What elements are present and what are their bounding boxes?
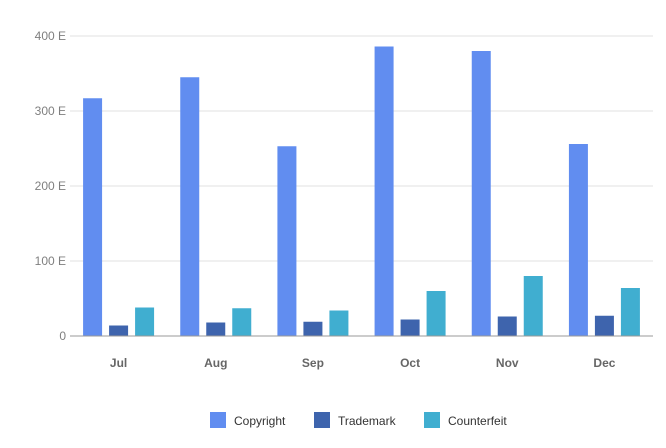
bar-counterfeit-aug[interactable] xyxy=(232,308,252,336)
bars xyxy=(83,46,640,337)
y-tick-label: 100 E xyxy=(35,254,66,268)
x-tick-label: Nov xyxy=(496,356,519,370)
bar-trademark-jul[interactable] xyxy=(109,325,129,337)
legend-swatch-trademark[interactable] xyxy=(314,412,330,428)
x-tick-label: Aug xyxy=(204,356,227,370)
bar-counterfeit-oct[interactable] xyxy=(426,291,446,336)
legend: Copyright Trademark Counterfeit xyxy=(210,412,507,428)
x-tick-label: Sep xyxy=(302,356,324,370)
bar-counterfeit-dec[interactable] xyxy=(620,288,640,336)
axes: 0 100 E 200 E 300 E 400 E Jul Aug Sep Oct Nov Dec xyxy=(35,29,653,370)
bar-trademark-nov[interactable] xyxy=(497,316,517,337)
legend-swatch-copyright[interactable] xyxy=(210,412,226,428)
bar-copyright-dec[interactable] xyxy=(568,144,588,336)
bar-copyright-jul[interactable] xyxy=(83,98,103,336)
x-tick-label: Jul xyxy=(110,356,127,370)
y-tick-label: 300 E xyxy=(35,104,66,118)
legend-label-trademark[interactable]: Trademark xyxy=(338,414,397,428)
bar-copyright-aug[interactable] xyxy=(180,77,200,336)
x-tick-label: Dec xyxy=(593,356,615,370)
bar-copyright-oct[interactable] xyxy=(374,46,394,337)
bar-copyright-sep[interactable] xyxy=(277,146,297,336)
y-tick-label: 400 E xyxy=(35,29,66,43)
bar-copyright-nov[interactable] xyxy=(471,51,491,336)
bar-counterfeit-jul[interactable] xyxy=(135,307,155,337)
bar-trademark-dec[interactable] xyxy=(594,315,614,336)
bar-trademark-oct[interactable] xyxy=(400,319,420,337)
bar-trademark-sep[interactable] xyxy=(303,321,323,336)
legend-label-counterfeit[interactable]: Counterfeit xyxy=(448,414,507,428)
y-tick-label: 200 E xyxy=(35,179,66,193)
gridlines xyxy=(70,35,653,262)
bar-counterfeit-nov[interactable] xyxy=(523,276,543,336)
legend-swatch-counterfeit[interactable] xyxy=(424,412,440,428)
x-tick-label: Oct xyxy=(400,356,420,370)
legend-label-copyright[interactable]: Copyright xyxy=(234,414,286,428)
bar-trademark-aug[interactable] xyxy=(206,322,226,337)
y-tick-label: 0 xyxy=(59,329,66,343)
bar-counterfeit-sep[interactable] xyxy=(329,310,349,337)
